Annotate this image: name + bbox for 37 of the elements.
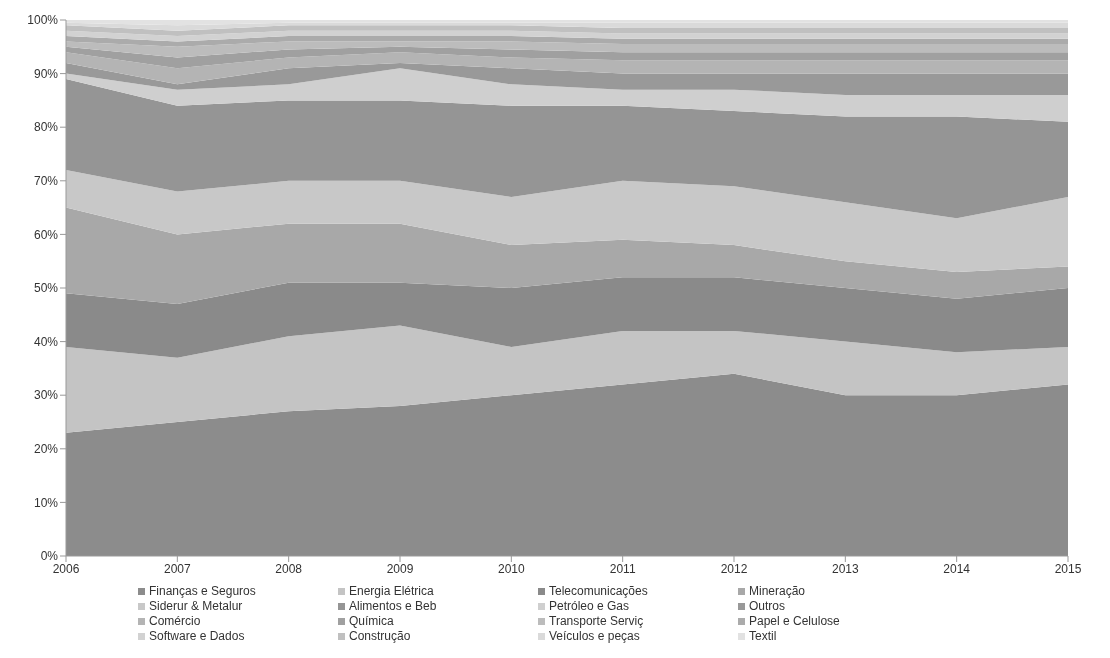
- x-tick-label: 2009: [386, 561, 414, 576]
- y-tick-label: 90%: [33, 66, 59, 81]
- x-tick-label: 2012: [720, 561, 748, 576]
- y-tick-label: 70%: [33, 174, 59, 189]
- y-tick-label: 10%: [33, 495, 59, 510]
- x-tick-label: 2015: [1054, 561, 1082, 576]
- legend-label: Textil: [749, 629, 777, 643]
- legend-label: Construção: [349, 629, 411, 643]
- x-tick-label: 2008: [275, 561, 303, 576]
- y-tick-label: 20%: [33, 442, 59, 457]
- y-tick-label: 50%: [33, 281, 59, 296]
- y-tick-label: 30%: [33, 388, 59, 403]
- legend-label: Papel e Celulose: [749, 614, 840, 628]
- legend-label: Software e Dados: [149, 629, 245, 643]
- y-tick-label: 0%: [40, 549, 59, 564]
- y-tick-label: 80%: [33, 120, 59, 135]
- x-tick-label: 2011: [609, 561, 636, 576]
- legend-label: Energia Elétrica: [349, 584, 434, 598]
- legend-label: Finanças e Seguros: [149, 584, 256, 598]
- y-tick-label: 60%: [33, 227, 59, 242]
- legend-label: Química: [349, 614, 394, 628]
- legend-label: Veículos e peças: [549, 629, 640, 643]
- legend-label: Alimentos e Beb: [349, 599, 437, 613]
- legend-label: Comércio: [149, 614, 201, 628]
- legend-label: Transporte Serviç: [549, 614, 644, 628]
- y-tick-label: 40%: [33, 334, 59, 349]
- x-tick-label: 2007: [163, 561, 191, 576]
- legend-label: Petróleo e Gas: [549, 599, 630, 613]
- legend-label: Outros: [749, 599, 786, 613]
- y-tick-label: 100%: [27, 13, 59, 28]
- x-tick-label: 2013: [831, 561, 859, 576]
- legend-label: Siderur & Metalur: [149, 599, 243, 613]
- x-tick-label: 2010: [497, 561, 525, 576]
- legend-label: Telecomunicações: [549, 584, 648, 598]
- x-tick-label: 2006: [52, 561, 80, 576]
- legend-label: Mineração: [749, 584, 806, 598]
- x-tick-label: 2014: [943, 561, 971, 576]
